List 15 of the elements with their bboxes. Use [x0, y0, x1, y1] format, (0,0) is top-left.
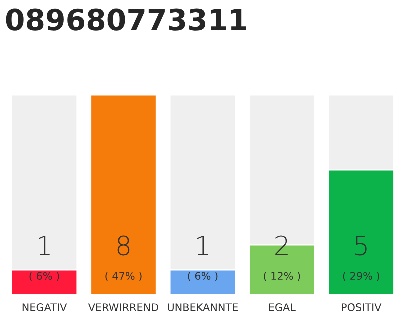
data-label: 8	[118, 236, 130, 256]
annotation: ( 6% )	[30, 272, 60, 282]
data-label: 1	[197, 236, 208, 256]
chart-title: 089680773311	[6, 8, 246, 31]
data-label: 1	[39, 236, 50, 256]
annotation: ( 29% )	[343, 272, 380, 282]
annotation: ( 12% )	[264, 272, 300, 282]
x-tick-label: NEGATIV	[22, 304, 68, 312]
annotation: ( 47% )	[106, 272, 142, 282]
x-tick-label: UNBEKANNTE	[168, 304, 238, 312]
x-tick-label: POSITIV	[342, 304, 382, 312]
data-label: 5	[356, 236, 367, 256]
x-tick-label: VERWIRREND	[88, 304, 159, 312]
x-tick-label: EGAL	[269, 304, 296, 312]
annotation: ( 6% )	[188, 272, 218, 282]
